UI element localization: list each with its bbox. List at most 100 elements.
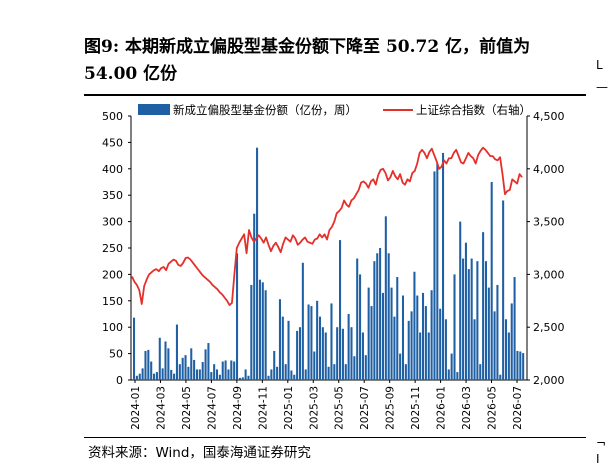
bar (215, 369, 219, 380)
bar (278, 299, 281, 380)
bar (430, 290, 433, 380)
bar (218, 374, 221, 380)
bar (290, 370, 293, 380)
line-series (131, 146, 523, 306)
bar (204, 349, 207, 380)
bar (170, 369, 173, 380)
bar (519, 351, 522, 380)
bar (359, 274, 362, 380)
bar (276, 366, 279, 380)
bar (324, 332, 327, 380)
bar (193, 359, 196, 380)
bar (356, 258, 359, 380)
bar (436, 163, 439, 380)
x-tick-label: 2026-03 (461, 386, 473, 430)
x-tick-label: 2024-07 (206, 386, 218, 430)
bar (482, 232, 485, 380)
bar (190, 348, 193, 380)
bar (178, 364, 181, 380)
bar (413, 271, 416, 380)
bar (293, 374, 296, 380)
bar (493, 311, 496, 380)
bar (195, 369, 199, 380)
bar (341, 328, 344, 380)
bar (390, 287, 393, 380)
bar (464, 242, 467, 380)
bar (230, 360, 233, 380)
edge-mark: Ι (596, 452, 600, 466)
bar (499, 374, 502, 380)
x-tick-label: 2025-11 (410, 386, 422, 430)
bar (133, 317, 136, 380)
x-tick-label: 2024-11 (257, 386, 269, 430)
right-tick-label: 4,000 (533, 163, 565, 176)
edge-mark: — (596, 80, 608, 94)
bar (453, 274, 456, 380)
bar (473, 319, 476, 380)
bar (181, 357, 184, 380)
bar (281, 316, 284, 380)
bar (502, 200, 505, 380)
left-tick-label: 500 (102, 110, 123, 123)
bar (410, 311, 413, 380)
bar (416, 295, 419, 380)
bar (401, 295, 405, 380)
x-tick-label: 2025-01 (283, 386, 295, 430)
bar (373, 261, 376, 380)
bar (141, 368, 144, 380)
right-tick-label: 2,500 (533, 321, 565, 334)
legend-bar-swatch (138, 104, 170, 115)
right-tick-label: 4,500 (533, 110, 565, 123)
bar (327, 366, 330, 380)
bar (387, 253, 390, 380)
bar (270, 369, 273, 380)
bar (198, 369, 201, 380)
bar (236, 253, 239, 380)
bar (347, 314, 350, 380)
bar (250, 284, 253, 380)
index-line (131, 146, 523, 306)
bar (433, 171, 436, 380)
chart-legend: 新成立偏股型基金份额（亿份，周） 上证综合指数（右轴） (138, 103, 531, 117)
bar (244, 369, 247, 380)
bar (138, 373, 141, 380)
bar (161, 368, 164, 380)
source-rule (84, 437, 586, 438)
bar (350, 327, 353, 380)
bar (187, 366, 190, 380)
bar (261, 282, 264, 380)
bar (247, 375, 250, 380)
bar (333, 364, 336, 380)
x-tick-label: 2026-07 (512, 386, 524, 430)
bar (153, 373, 156, 380)
bar (155, 372, 158, 380)
left-tick-label: 200 (102, 268, 123, 281)
bar (479, 364, 482, 380)
x-tick-label: 2024-09 (232, 386, 244, 430)
bar (484, 261, 487, 380)
bar (344, 364, 347, 380)
bar (522, 353, 525, 380)
bar-series (133, 147, 525, 380)
bar (284, 364, 287, 380)
source-note: 资料来源：Wind，国泰海通证券研究 (88, 445, 311, 461)
bar (264, 290, 267, 380)
left-tick-label: 0 (116, 374, 123, 387)
x-tick-label: 2025-07 (359, 386, 371, 430)
bar (301, 262, 304, 380)
right-tick-label: 3,500 (533, 216, 565, 229)
x-tick-label: 2025-05 (334, 386, 346, 430)
bar (321, 327, 324, 380)
bar (313, 351, 316, 380)
bar (407, 320, 410, 380)
legend-bar-label: 新成立偏股型基金份额（亿份，周） (173, 103, 357, 117)
bar (487, 287, 490, 380)
bar (167, 348, 170, 380)
left-tick-label: 100 (102, 321, 123, 334)
bar (513, 277, 516, 380)
bar (396, 277, 399, 380)
right-tick-label: 2,000 (533, 374, 565, 387)
bar (459, 221, 462, 380)
bar (227, 369, 230, 380)
bar (273, 350, 276, 380)
